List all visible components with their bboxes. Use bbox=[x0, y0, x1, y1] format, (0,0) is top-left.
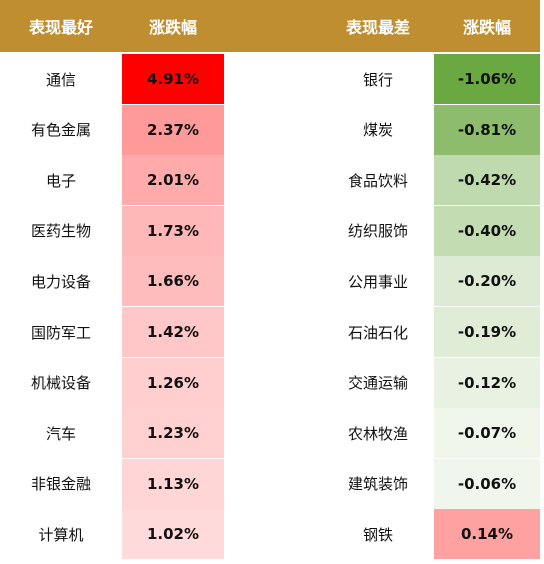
header-best-change: 涨跌幅 bbox=[122, 0, 224, 52]
best-sector-name: 有色金属 bbox=[30, 121, 91, 140]
worst-sector-change: -1.06% bbox=[434, 54, 540, 104]
worst-sector-name: 农林牧渔 bbox=[347, 424, 408, 443]
worst-sector-change: -0.42% bbox=[434, 155, 540, 206]
worst-sector-name: 交通运输 bbox=[347, 374, 408, 393]
table-row: 有色金属 2.37% 煤炭 -0.81% bbox=[0, 104, 544, 155]
best-sector-name: 计算机 bbox=[38, 525, 84, 544]
table-row: 国防军工 1.42% 石油石化 -0.19% bbox=[0, 307, 544, 357]
worst-sector-name: 钢铁 bbox=[362, 525, 393, 544]
worst-sector-change: -0.19% bbox=[434, 307, 540, 357]
best-sector-name: 汽车 bbox=[45, 424, 76, 443]
table-row: 通信 4.91% 银行 -1.06% bbox=[0, 54, 544, 104]
best-sector-name: 通信 bbox=[45, 70, 76, 89]
best-sector-change: 1.02% bbox=[122, 509, 224, 560]
worst-sector-change: -0.81% bbox=[434, 104, 540, 155]
worst-sector-change: 0.14% bbox=[434, 509, 540, 560]
table-row: 机械设备 1.26% 交通运输 -0.12% bbox=[0, 357, 544, 408]
best-sector-name: 医药生物 bbox=[30, 222, 91, 241]
worst-sector-change: -0.40% bbox=[434, 205, 540, 256]
best-sector-change: 1.66% bbox=[122, 256, 224, 307]
table-row: 医药生物 1.73% 纺织服饰 -0.40% bbox=[0, 205, 544, 256]
worst-sector-change: -0.06% bbox=[434, 458, 540, 509]
worst-sector-change: -0.12% bbox=[434, 357, 540, 408]
best-sector-name: 电子 bbox=[45, 171, 76, 190]
table-row: 非银金融 1.13% 建筑装饰 -0.06% bbox=[0, 458, 544, 509]
best-sector-name: 机械设备 bbox=[30, 374, 91, 393]
best-sector-change: 1.13% bbox=[122, 458, 224, 509]
worst-sector-name: 银行 bbox=[362, 70, 393, 89]
best-sector-change: 2.01% bbox=[122, 155, 224, 206]
table-row: 电子 2.01% 食品饮料 -0.42% bbox=[0, 155, 544, 206]
worst-sector-change: -0.07% bbox=[434, 408, 540, 459]
header-worst-name: 表现最差 bbox=[322, 0, 434, 52]
best-sector-change: 4.91% bbox=[122, 54, 224, 104]
best-sector-change: 1.42% bbox=[122, 307, 224, 357]
best-sector-name: 非银金融 bbox=[30, 475, 91, 494]
header-gap bbox=[224, 0, 322, 52]
best-sector-change: 1.23% bbox=[122, 408, 224, 459]
header-best-name: 表现最好 bbox=[0, 0, 122, 52]
worst-sector-change: -0.20% bbox=[434, 256, 540, 307]
table-row: 汽车 1.23% 农林牧渔 -0.07% bbox=[0, 408, 544, 459]
best-sector-change: 1.73% bbox=[122, 205, 224, 256]
table-row: 计算机 1.02% 钢铁 0.14% bbox=[0, 509, 544, 560]
worst-sector-name: 煤炭 bbox=[362, 121, 393, 140]
worst-sector-name: 食品饮料 bbox=[347, 171, 408, 190]
worst-sector-name: 石油石化 bbox=[347, 323, 408, 342]
table-row: 电力设备 1.66% 公用事业 -0.20% bbox=[0, 256, 544, 307]
worst-sector-name: 纺织服饰 bbox=[347, 222, 408, 241]
best-sector-name: 电力设备 bbox=[30, 272, 91, 291]
worst-sector-name: 建筑装饰 bbox=[347, 475, 408, 494]
header-worst-change: 涨跌幅 bbox=[434, 0, 540, 52]
best-sector-change: 1.26% bbox=[122, 357, 224, 408]
best-sector-change: 2.37% bbox=[122, 104, 224, 155]
worst-sector-name: 公用事业 bbox=[347, 272, 408, 291]
best-sector-name: 国防军工 bbox=[30, 323, 91, 342]
